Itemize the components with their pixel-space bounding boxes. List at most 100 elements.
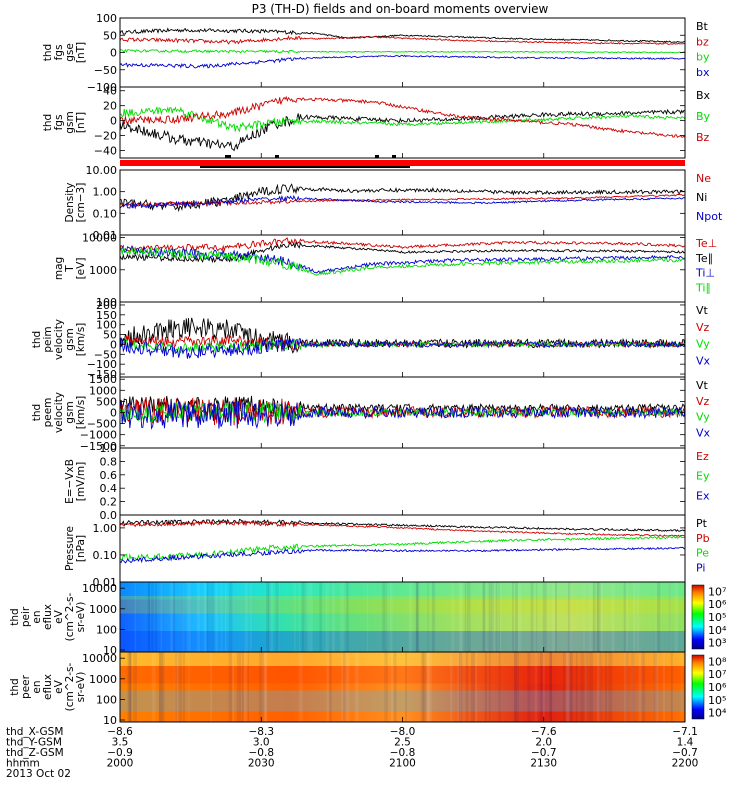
- y-tick-label: 10000: [82, 582, 117, 595]
- y-tick-label: 0.6: [100, 469, 118, 482]
- y-tick-label: 1000: [89, 384, 117, 397]
- y-axis-label-line: mag: [53, 257, 65, 280]
- x-tick-value: −8.0: [390, 726, 416, 738]
- y-axis-label-line: gsm: [64, 401, 76, 423]
- y-axis-label-line: peim: [42, 326, 54, 352]
- colorbar-tick-label: 10³: [708, 637, 726, 650]
- legend-entry: Ni: [696, 191, 707, 204]
- y-tick-label: 0.01: [93, 229, 118, 242]
- series-Bz: [119, 95, 686, 138]
- x-tick-value: −7.1: [672, 726, 698, 738]
- colorbar-tick-label: 10⁷: [708, 668, 726, 681]
- y-axis-label-line: peem: [42, 398, 54, 428]
- legend-entry: Ti⊥: [695, 267, 715, 280]
- y-tick-label: 100: [96, 319, 117, 332]
- x-tick-value: −0.7: [531, 747, 557, 759]
- y-axis-label-line: [cm−3]: [75, 183, 87, 223]
- y-tick-label: 20: [103, 100, 117, 113]
- y-tick-label: 0.10: [93, 207, 118, 220]
- y-tick-label: −100: [87, 81, 117, 94]
- series-Ni: [119, 183, 686, 213]
- legend-entry: Pt: [696, 517, 708, 530]
- y-axis-label-line: fgs: [53, 115, 65, 131]
- series-bx: [119, 54, 686, 69]
- y-axis-label-line: thd: [42, 44, 54, 61]
- y-tick-label: −50: [94, 64, 117, 77]
- series-Pb: [119, 519, 686, 538]
- x-row-label: thd_Y-GSM: [6, 737, 62, 749]
- legend-entry: Vx: [696, 354, 711, 367]
- x-tick-value: 2.5: [394, 737, 411, 749]
- y-axis-label-line: eV: [53, 609, 65, 623]
- colorbar-tick-label: 10⁶: [708, 681, 727, 694]
- panel-frame: [119, 447, 686, 516]
- y-tick-label: 100: [96, 12, 117, 25]
- legend-entry: Vy: [696, 411, 710, 424]
- y-axis-label-line: peir: [20, 606, 32, 627]
- y-axis-label-line: thd: [31, 404, 43, 421]
- y-tick-label: −20: [94, 130, 117, 143]
- panel-2: 40 20 0 −20 −40 Bx By Bz thd fgs gsm [nT]: [42, 85, 711, 159]
- legend-entry: Npot: [696, 210, 723, 223]
- series-Vx: [119, 400, 686, 430]
- legend-entry: Vz: [696, 395, 710, 408]
- x-tick-value: −0.8: [390, 747, 416, 759]
- x-tick-value: 2000: [107, 758, 134, 770]
- y-tick-label: 40: [103, 85, 117, 98]
- y-axis-label-line: peer: [20, 674, 32, 699]
- y-tick-label: 10000: [82, 652, 117, 665]
- x-tick-value: 3.0: [253, 737, 270, 749]
- colorbar-tick-label: 10⁸: [708, 655, 727, 668]
- y-tick-label: 100: [96, 693, 117, 706]
- y-axis-label-line: thd: [31, 331, 43, 348]
- series-Pi: [119, 546, 686, 564]
- y-axis-label-line: thd: [9, 678, 21, 695]
- x-row-label: thd_X-GSM: [6, 726, 63, 738]
- x-date-label: 2013 Oct 02: [6, 768, 71, 780]
- y-tick-label: 0.01: [93, 576, 118, 589]
- x-tick-value: 2030: [248, 758, 275, 770]
- y-axis-label-line: sr-eV): [75, 672, 87, 703]
- y-tick-label: 10.00: [86, 164, 118, 177]
- y-tick-label: 0: [110, 47, 117, 60]
- spectrogram: [120, 652, 685, 722]
- y-tick-label: 0: [110, 338, 117, 351]
- series-Ti∥: [119, 245, 686, 276]
- series-By: [119, 106, 686, 133]
- colorbar-tick-label: 10⁵: [708, 611, 726, 624]
- y-axis-label-line: E=−VxB: [64, 459, 76, 504]
- series-by: [119, 48, 686, 54]
- x-axis-annotations: thd_X-GSM −8.6 −8.3 −8.0 −7.6 −7.1 thd_Y-GSM 3.…: [6, 726, 698, 780]
- y-tick-label: 1.00: [93, 522, 118, 535]
- y-tick-label: −500: [87, 418, 117, 431]
- y-tick-label: 0.8: [100, 455, 118, 468]
- y-tick-label: 10: [103, 644, 117, 657]
- x-tick-value: 2130: [530, 758, 557, 770]
- y-axis-label-line: thd: [9, 608, 21, 625]
- y-tick-label: −100: [87, 358, 117, 371]
- y-axis-label-line: [nT]: [75, 42, 87, 63]
- y-axis-label-line: sr-eV): [75, 602, 87, 633]
- y-tick-label: 0.0: [100, 509, 118, 522]
- series-Pe: [119, 535, 686, 561]
- y-tick-label: 50: [103, 29, 117, 42]
- x-tick-value: 3.5: [112, 737, 129, 749]
- y-tick-label: 1000: [89, 264, 117, 277]
- y-axis-label-line: en: [31, 680, 43, 693]
- y-tick-label: 0.10: [93, 549, 118, 562]
- y-tick-label: 50: [103, 329, 117, 342]
- legend-entry: Bt: [696, 20, 709, 33]
- series-Te⊥: [119, 237, 686, 254]
- x-tick-value: 2.0: [535, 737, 552, 749]
- panel-1: 100 50 0 −50 −100 Bt bz by bx thd fgs gse [nT]: [42, 12, 710, 94]
- x-tick-value: −0.8: [249, 747, 275, 759]
- series-Vx: [119, 337, 686, 359]
- panel-frame: [119, 301, 686, 378]
- legend-entry: Ti∥: [695, 281, 711, 294]
- legend-entry: Pi: [696, 561, 705, 574]
- y-tick-label: 0.2: [100, 496, 118, 509]
- y-tick-label: 1.00: [93, 186, 118, 199]
